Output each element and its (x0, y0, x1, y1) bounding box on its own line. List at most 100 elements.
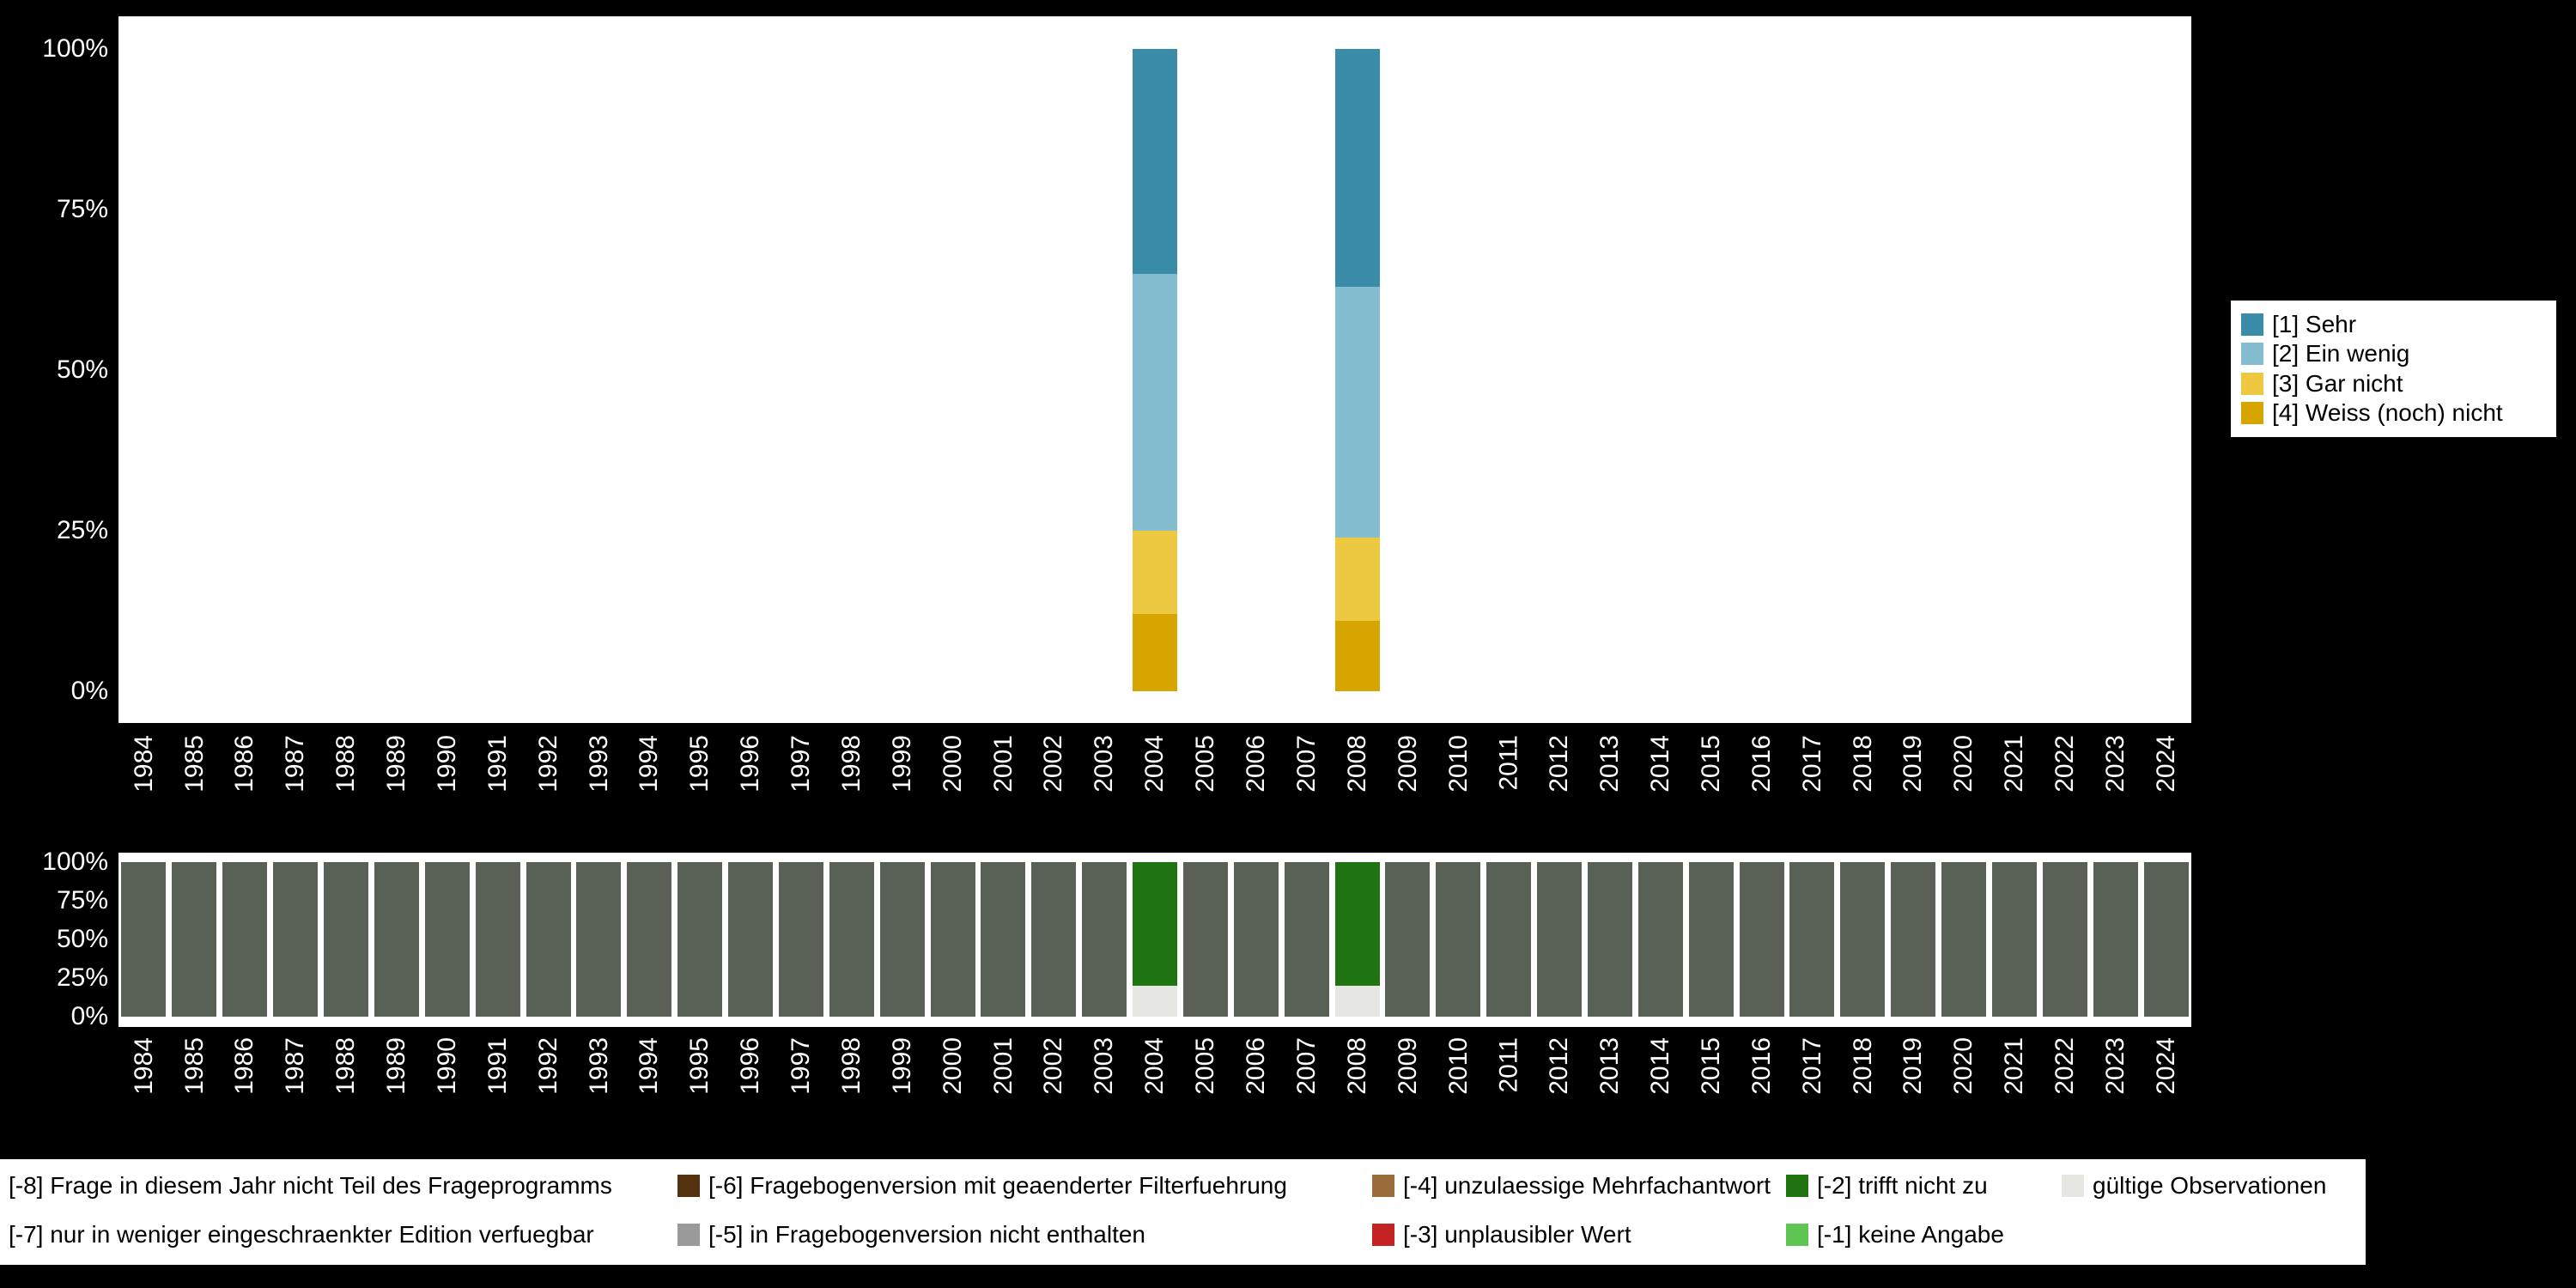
missing-legend-swatch (1372, 1224, 1394, 1246)
missing-legend-swatch (2062, 1175, 2084, 1197)
y-tick-0: 0% (70, 677, 108, 705)
bar-segment-1992 (526, 862, 571, 1017)
bar-segment-1996 (728, 862, 773, 1017)
legend-label: [2] Ein wenig (2272, 340, 2410, 368)
x-tick-2024: 2024 (2151, 1037, 2180, 1095)
bar-segment-2005 (1182, 862, 1228, 1017)
y-tick-0: 0% (70, 1002, 108, 1030)
x-tick-2017: 2017 (1797, 1037, 1826, 1095)
missing-legend-label: [-2] trifft nicht zu (1817, 1172, 1988, 1199)
missing-legend-label: [-4] unzulaessige Mehrfachantwort (1403, 1172, 1771, 1199)
bar-segment-2011 (1486, 862, 1532, 1017)
x-tick-2022: 2022 (2050, 1037, 2079, 1095)
missing-legend-swatch (677, 1224, 700, 1246)
missing-legend-panel: [-8] Frage in diesem Jahr nicht Teil des… (0, 1159, 2366, 1265)
x-tick-1998: 1998 (836, 1037, 866, 1095)
x-tick-1987: 1987 (281, 1037, 310, 1095)
y-tick-25: 25% (56, 516, 108, 544)
x-tick-2016: 2016 (1747, 1037, 1776, 1095)
x-tick-2008: 2008 (1342, 1037, 1371, 1095)
y-tick-50: 50% (56, 925, 108, 953)
y-tick-25: 25% (56, 963, 108, 992)
bar-segment-2008 (1334, 49, 1380, 287)
bar-segment-2014 (1637, 862, 1683, 1017)
x-tick-1991: 1991 (483, 1037, 512, 1095)
bar-segment-1994 (627, 862, 672, 1017)
bar-segment-1997 (778, 862, 823, 1017)
x-tick-1990: 1990 (432, 1037, 461, 1095)
x-tick-2004: 2004 (1140, 1037, 1169, 1095)
x-tick-1986: 1986 (230, 1037, 259, 1095)
x-tick-1995: 1995 (685, 1037, 714, 1095)
legend-item: [3] Gar nicht (2241, 370, 2546, 398)
bar-segment-2004 (1133, 49, 1177, 274)
bar-segment-1993 (576, 862, 622, 1017)
missing-legend-swatch (1786, 1175, 1808, 1197)
bar-segment-2020 (1941, 862, 1986, 1017)
x-tick-1997: 1997 (786, 1037, 815, 1095)
x-tick-2019: 2019 (1899, 1037, 1928, 1095)
bar-segment-2019 (1891, 862, 1936, 1017)
bar-segment-2002 (1031, 862, 1077, 1017)
x-tick-2023: 2023 (2100, 1037, 2129, 1095)
x-tick-1984: 1984 (129, 1037, 158, 1095)
bar-segment-2001 (981, 862, 1026, 1017)
bar-segment-2010 (1436, 862, 1481, 1017)
x-tick-2009: 2009 (1393, 1037, 1422, 1095)
x-tick-2014: 2014 (1645, 1037, 1674, 1095)
x-tick-2012: 2012 (1545, 1037, 1573, 1095)
value-legend: [1] Sehr [2] Ein wenig [3] Gar nicht [4] We… (2231, 301, 2556, 437)
legend-label: [3] Gar nicht (2272, 369, 2403, 397)
bar-segment-2000 (930, 862, 975, 1017)
x-tick-1996: 1996 (736, 1037, 764, 1095)
y-tick-75: 75% (56, 195, 108, 223)
bar-segment-2004 (1133, 986, 1177, 1017)
missing-legend-label: gültige Observationen (2093, 1172, 2327, 1199)
x-tick-2013: 2013 (1595, 1037, 1624, 1095)
bar-segment-2017 (1789, 862, 1835, 1017)
x-tick-2021: 2021 (1999, 1037, 2028, 1095)
legend-swatch (2241, 372, 2263, 395)
legend-swatch (2241, 401, 2263, 424)
legend-swatch (2241, 343, 2263, 366)
legend-item: [2] Ein wenig (2241, 340, 2546, 368)
bar-segment-2023 (2093, 862, 2138, 1017)
missing-legend-label: [-3] unplausibler Wert (1403, 1221, 1631, 1248)
legend-label: [4] Weiss (noch) nicht (2272, 398, 2503, 426)
bar-segment-2003 (1082, 862, 1127, 1017)
bar-segment-2015 (1688, 862, 1734, 1017)
bar-segment-2004 (1133, 614, 1177, 691)
bar-segment-2007 (1284, 862, 1329, 1017)
bar-segment-2004 (1133, 273, 1177, 531)
missing-legend-label: [-8] Frage in diesem Jahr nicht Teil des… (9, 1172, 612, 1199)
y-tick-100: 100% (42, 848, 108, 876)
x-tick-1993: 1993 (584, 1037, 613, 1095)
bar-segment-1989 (374, 862, 419, 1017)
bar-segment-1987 (273, 862, 319, 1017)
bar-segment-1995 (677, 862, 723, 1017)
bar-segment-2016 (1739, 862, 1784, 1017)
bar-segment-2012 (1537, 862, 1582, 1017)
bar-segment-2008 (1334, 986, 1380, 1017)
bar-segment-1985 (172, 862, 217, 1017)
missing-legend-label: [-5] in Fragebogenversion nicht enthalte… (708, 1221, 1145, 1248)
bar-segment-2008 (1334, 862, 1380, 986)
bar-segment-1986 (222, 862, 268, 1017)
bar-segment-2018 (1840, 862, 1886, 1017)
x-tick-1988: 1988 (331, 1037, 360, 1095)
legend-label: [1] Sehr (2272, 311, 2357, 337)
bar-segment-2008 (1334, 286, 1380, 538)
x-tick-1985: 1985 (179, 1037, 209, 1095)
x-tick-1994: 1994 (635, 1037, 664, 1095)
y-tick-75: 75% (56, 886, 108, 914)
y-tick-100: 100% (42, 34, 108, 63)
x-tick-2011: 2011 (1494, 1037, 1523, 1093)
bar-segment-2004 (1133, 862, 1177, 986)
bar-segment-2024 (2143, 862, 2189, 1017)
bar-segment-1999 (879, 862, 925, 1017)
x-tick-2015: 2015 (1696, 1037, 1725, 1095)
